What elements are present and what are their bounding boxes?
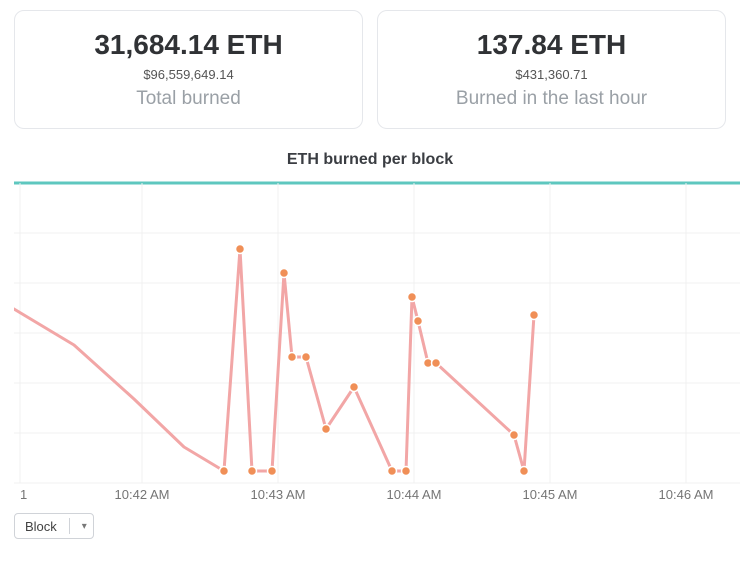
x-tick-label: 1 <box>20 487 27 502</box>
total-burned-value: 31,684.14 ETH <box>25 29 352 61</box>
chart-section: ETH burned per block 1 10:42 AM 10:43 AM 10… <box>0 139 740 539</box>
hour-burned-usd: $431,360.71 <box>388 67 715 82</box>
chart-title: ETH burned per block <box>0 151 740 169</box>
granularity-dropdown[interactable]: Block ▾ <box>14 513 94 539</box>
x-tick-label: 10:44 AM <box>387 487 442 502</box>
chart-x-axis: 1 10:42 AM 10:43 AM 10:44 AM 10:45 AM 10:46 A… <box>14 487 740 507</box>
chart-svg <box>14 177 740 487</box>
x-tick-label: 10:46 AM <box>659 487 714 502</box>
x-tick-label: 10:42 AM <box>115 487 170 502</box>
chart-area <box>14 177 740 487</box>
x-tick-label: 10:43 AM <box>251 487 306 502</box>
hour-burned-card: 137.84 ETH $431,360.71 Burned in the las… <box>377 10 726 129</box>
chevron-down-icon: ▾ <box>82 521 87 532</box>
total-burned-label: Total burned <box>25 88 352 110</box>
x-tick-label: 10:45 AM <box>523 487 578 502</box>
hour-burned-label: Burned in the last hour <box>388 88 715 110</box>
dropdown-selected: Block <box>25 519 57 534</box>
hour-burned-value: 137.84 ETH <box>388 29 715 61</box>
dropdown-separator <box>69 518 70 534</box>
total-burned-usd: $96,559,649.14 <box>25 67 352 82</box>
total-burned-card: 31,684.14 ETH $96,559,649.14 Total burne… <box>14 10 363 129</box>
